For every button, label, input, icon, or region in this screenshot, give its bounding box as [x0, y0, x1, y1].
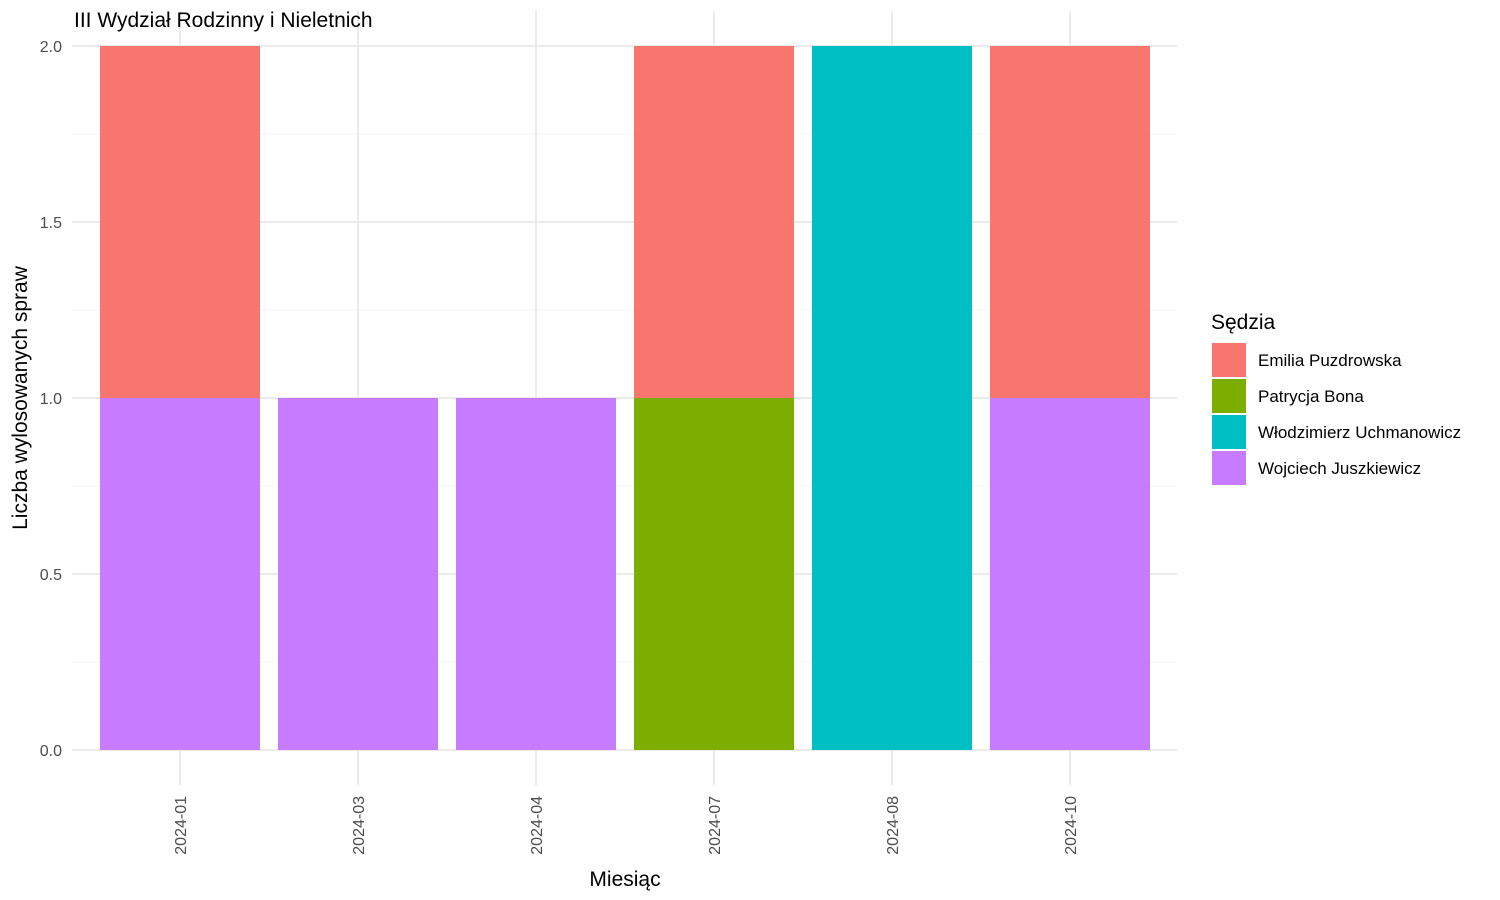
bar-2024-07-emilia-puzdrowska: [634, 46, 794, 398]
x-tick-label: 2024-07: [707, 796, 724, 855]
y-tick-label: 1.0: [40, 391, 62, 408]
y-axis-ticks: 0.0 0.5 1.0 1.5 2.0: [40, 39, 62, 760]
y-tick-label: 1.5: [40, 215, 62, 232]
x-tick-label: 2024-04: [529, 796, 546, 855]
y-tick-label: 0.5: [40, 567, 62, 584]
bar-2024-01-emilia-puzdrowska: [100, 46, 260, 398]
legend-label: Emilia Puzdrowska: [1258, 351, 1402, 370]
legend-swatch: [1212, 451, 1246, 485]
bar-2024-10-emilia-puzdrowska: [990, 46, 1150, 398]
y-tick-label: 0.0: [40, 743, 62, 760]
bar-2024-04-wojciech-juszkiewicz: [456, 398, 616, 750]
bar-2024-10-wojciech-juszkiewicz: [990, 398, 1150, 750]
legend-swatch: [1212, 379, 1246, 413]
legend-label: Włodzimierz Uchmanowicz: [1258, 423, 1461, 442]
legend-label: Patrycja Bona: [1258, 387, 1364, 406]
x-axis-title: Miesiąc: [589, 868, 660, 891]
bar-2024-01-wojciech-juszkiewicz: [100, 398, 260, 750]
legend-label: Wojciech Juszkiewicz: [1258, 459, 1421, 478]
legend: Sędzia Emilia Puzdrowska Patrycja Bona Wło…: [1211, 311, 1461, 485]
x-axis-ticks: 2024-01 2024-03 2024-04 2024-07 2024-08 2024-…: [173, 796, 1080, 855]
chart-title: III Wydział Rodzinny i Nieletnich: [74, 9, 373, 32]
x-tick-label: 2024-08: [885, 796, 902, 855]
x-tick-label: 2024-03: [351, 796, 368, 855]
bar-2024-08-wlodzimierz-uchmanowicz: [812, 46, 972, 750]
legend-swatch: [1212, 343, 1246, 377]
x-tick-label: 2024-01: [173, 796, 190, 855]
y-axis-title: Liczba wylosowanych spraw: [9, 265, 32, 530]
bar-2024-03-wojciech-juszkiewicz: [278, 398, 438, 750]
bars: [100, 46, 1150, 750]
y-tick-label: 2.0: [40, 39, 62, 56]
x-tick-label: 2024-10: [1063, 796, 1080, 855]
legend-title: Sędzia: [1211, 311, 1276, 334]
bar-2024-07-patrycja-bona: [634, 398, 794, 750]
legend-swatch: [1212, 415, 1246, 449]
